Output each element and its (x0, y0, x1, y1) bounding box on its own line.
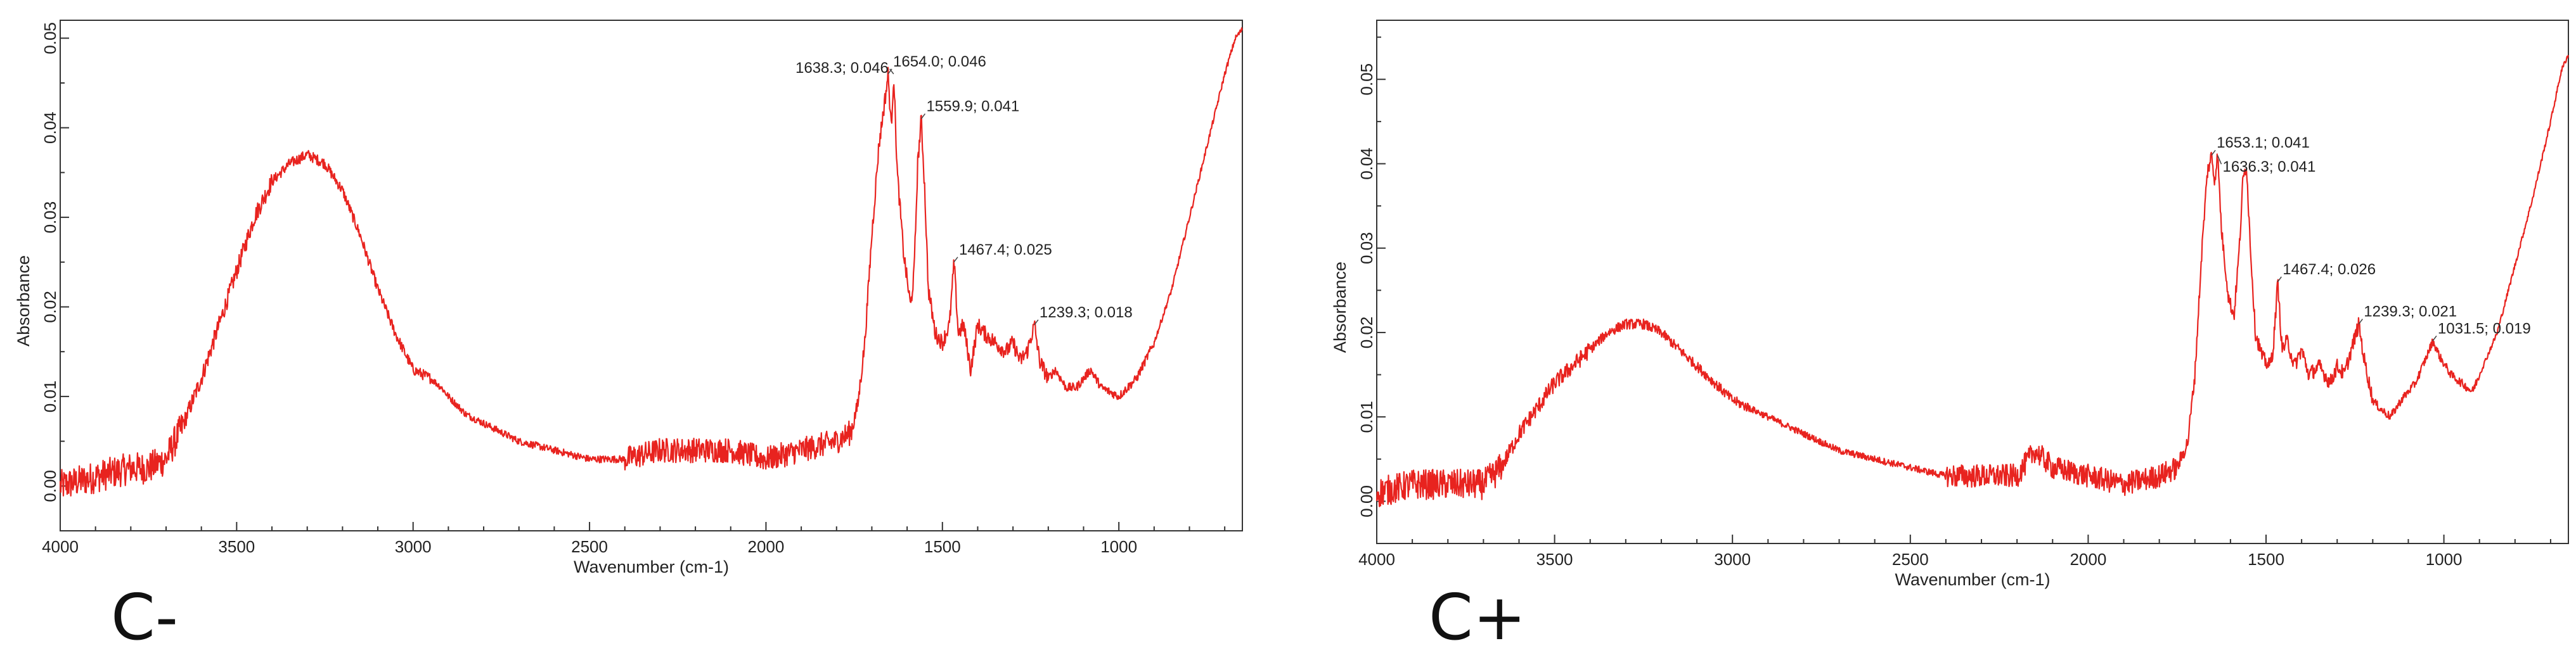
panel-label-c-minus: C- (111, 580, 178, 654)
y-axis-title: Absorbance (1330, 262, 1349, 353)
y-tick-label: 0.00 (1357, 485, 1376, 518)
ftir-chart-c-plus: 4000 3500 3000 2500 2000 1500 1000 0.00 0.01 0.02… (1330, 20, 2569, 589)
peak-marker (2217, 155, 2222, 165)
peak-annotation: 1239.3; 0.021 (2364, 303, 2457, 321)
y-tick-label: 0.03 (1357, 232, 1376, 264)
peak-annotation: 1653.1; 0.041 (2217, 134, 2310, 151)
x-tick-label: 4000 (42, 537, 79, 556)
spectrum-line (59, 27, 1243, 497)
y-tick-label: 0.03 (41, 201, 60, 234)
ftir-chart-c-minus: 4000 3500 3000 2500 2000 1500 1000 0.00 0.01 0.02… (14, 20, 1243, 576)
panel-label-c-plus: C+ (1429, 580, 1526, 654)
peak-marker (920, 113, 926, 119)
x-tick-label: 4000 (1358, 550, 1395, 569)
peak-annotation: 1638.3; 0.046 (795, 60, 889, 77)
peak-marker (2277, 276, 2282, 283)
peak-marker (2358, 319, 2363, 325)
peak-annotation: 1239.3; 0.018 (1040, 304, 1133, 321)
peak-marker (2432, 335, 2437, 341)
chart-panel-c-minus: 4000 3500 3000 2500 2000 1500 1000 0.00 0.01 0.02… (14, 20, 1243, 654)
peak-annotation: 1467.4; 0.026 (2283, 261, 2376, 278)
x-tick-label: 1500 (924, 537, 961, 556)
x-tick-label: 2500 (1892, 550, 1929, 569)
y-tick-label: 0.02 (41, 291, 60, 323)
peak-annotation: 1559.9; 0.041 (926, 98, 1019, 115)
y-axis-title: Absorbance (14, 255, 33, 346)
x-tick-label: 1000 (1100, 537, 1137, 556)
peak-marker (2211, 149, 2216, 156)
x-tick-label: 2500 (571, 537, 608, 556)
x-axis-title: Wavenumber (cm-1) (574, 557, 729, 576)
y-tick-label: 0.01 (41, 381, 60, 413)
peak-marker (889, 68, 894, 75)
x-tick-label: 3500 (1536, 550, 1573, 569)
plot-frame (60, 20, 1243, 531)
plot-frame (1376, 20, 2569, 544)
y-tick-label: 0.04 (1357, 148, 1376, 180)
chart-panel-c-plus: 4000 3500 3000 2500 2000 1500 1000 0.00 0.01 0.02… (1288, 0, 2576, 667)
peak-annotation: 1467.4; 0.025 (959, 241, 1052, 258)
y-tick-label: 0.00 (41, 470, 60, 502)
x-axis-title: Wavenumber (cm-1) (1895, 570, 2050, 589)
peak-marker (953, 257, 958, 263)
spectrum-line (1375, 54, 2569, 507)
peak-marker (1034, 319, 1039, 326)
x-tick-label: 1000 (2426, 550, 2463, 569)
peak-annotation: 1636.3; 0.041 (2222, 158, 2315, 175)
y-tick-label: 0.02 (1357, 317, 1376, 349)
y-tick-label: 0.05 (1357, 63, 1376, 96)
y-tick-label: 0.01 (1357, 401, 1376, 433)
x-tick-label: 3500 (218, 537, 255, 556)
peak-marker (887, 68, 892, 75)
x-tick-label: 2000 (748, 537, 785, 556)
x-tick-label: 3000 (1714, 550, 1751, 569)
peak-annotation: 1031.5; 0.019 (2438, 320, 2531, 337)
x-tick-label: 1500 (2248, 550, 2284, 569)
x-tick-label: 3000 (395, 537, 432, 556)
x-tick-label: 2000 (2070, 550, 2106, 569)
y-tick-label: 0.04 (41, 111, 60, 144)
y-tick-label: 0.05 (41, 22, 60, 54)
peak-annotation: 1654.0; 0.046 (893, 53, 986, 70)
